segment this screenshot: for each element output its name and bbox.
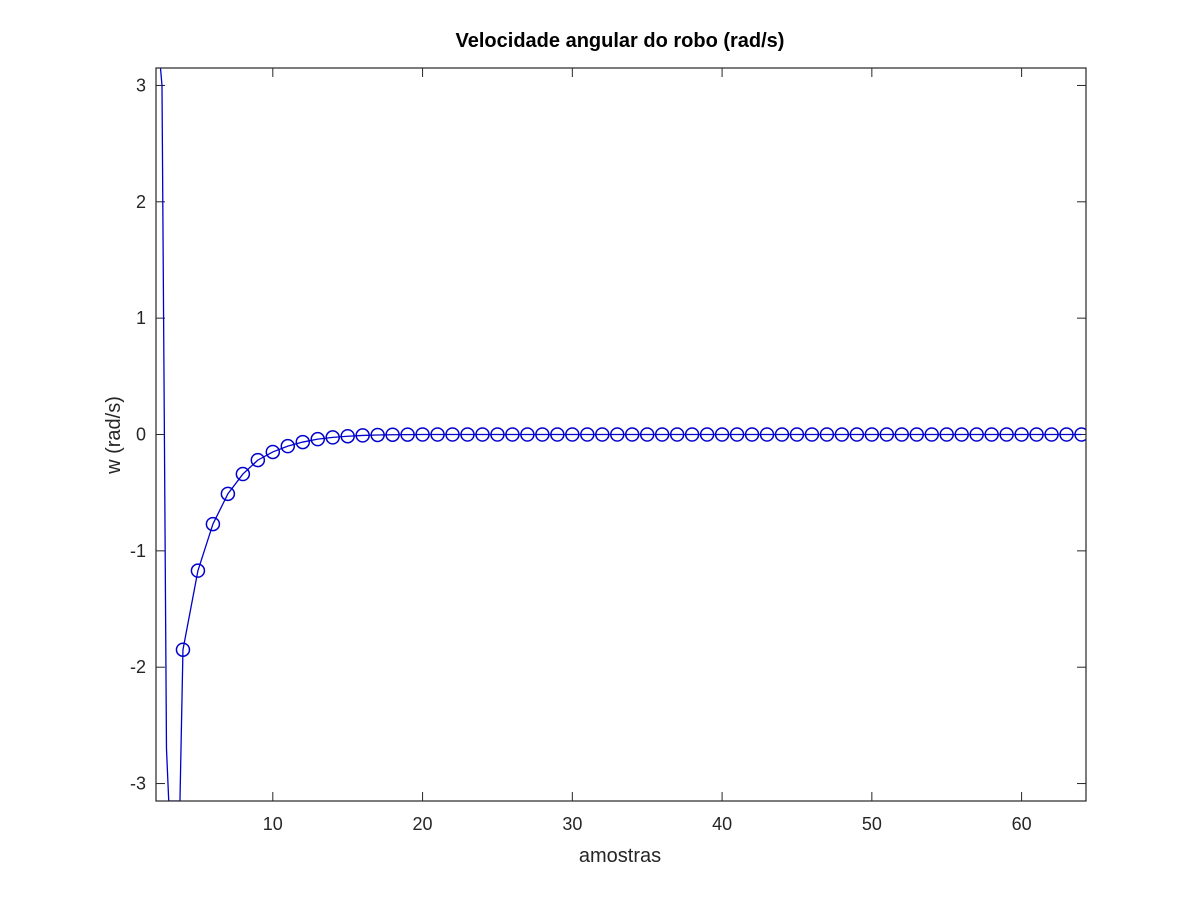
data-point-marker bbox=[610, 427, 625, 442]
data-point-marker bbox=[340, 428, 355, 444]
chart-title: Velocidade angular do robo (rad/s) bbox=[456, 30, 785, 52]
data-point-marker bbox=[535, 427, 550, 442]
data-point-marker bbox=[759, 427, 775, 442]
x-tick-label: 20 bbox=[413, 814, 433, 834]
data-point-marker bbox=[969, 427, 984, 442]
data-point-marker bbox=[849, 427, 865, 442]
data-point-marker bbox=[804, 427, 820, 442]
data-point-marker bbox=[939, 427, 954, 442]
data-point-marker bbox=[400, 427, 415, 442]
data-point-marker bbox=[1074, 427, 1086, 442]
data-point-marker bbox=[265, 444, 281, 460]
data-point-marker bbox=[295, 434, 311, 450]
axes-box bbox=[155, 67, 1087, 802]
data-point-marker bbox=[235, 466, 251, 482]
data-point-marker bbox=[774, 427, 790, 442]
data-point-marker bbox=[205, 516, 221, 532]
data-point-marker bbox=[190, 563, 206, 578]
data-point-marker bbox=[894, 427, 910, 442]
data-point-marker bbox=[744, 427, 760, 442]
y-tick-label: 2 bbox=[136, 192, 146, 212]
data-point-marker bbox=[250, 452, 266, 468]
y-tick-label: -2 bbox=[130, 657, 146, 677]
data-point-marker bbox=[879, 427, 895, 442]
data-point-marker bbox=[819, 427, 835, 442]
data-point-marker bbox=[999, 427, 1014, 442]
x-tick-label: 10 bbox=[263, 814, 283, 834]
y-axis-label: w (rad/s) bbox=[103, 396, 125, 475]
y-tick-label: -3 bbox=[130, 774, 146, 794]
data-point-marker bbox=[984, 427, 999, 442]
x-tick-label: 30 bbox=[562, 814, 582, 834]
data-point-marker bbox=[1014, 427, 1029, 442]
data-point-marker bbox=[1059, 427, 1074, 442]
data-point-marker bbox=[490, 427, 505, 442]
data-point-marker bbox=[729, 427, 745, 442]
data-point-marker bbox=[684, 427, 700, 442]
data-point-marker bbox=[624, 427, 640, 442]
data-point-marker bbox=[355, 428, 370, 443]
x-axis-label: amostras bbox=[579, 845, 661, 867]
data-point-marker bbox=[714, 427, 730, 442]
data-point-marker bbox=[445, 427, 460, 442]
data-point-marker bbox=[789, 427, 805, 442]
data-point-marker bbox=[954, 427, 969, 442]
y-tick-label: 1 bbox=[136, 308, 146, 328]
data-point-marker bbox=[460, 427, 475, 442]
data-point-marker bbox=[220, 486, 236, 502]
data-point-marker bbox=[565, 427, 580, 442]
data-point-marker bbox=[864, 427, 880, 442]
data-point-marker bbox=[505, 427, 520, 442]
data-point-marker bbox=[580, 427, 595, 442]
data-point-marker bbox=[520, 427, 535, 442]
x-tick-label: 60 bbox=[1012, 814, 1032, 834]
y-tick-label: 0 bbox=[136, 425, 146, 445]
data-point-marker bbox=[280, 438, 296, 454]
x-tick-label: 40 bbox=[712, 814, 732, 834]
data-point-marker bbox=[595, 427, 610, 442]
data-point-marker bbox=[1044, 427, 1059, 442]
series-line bbox=[159, 68, 1082, 801]
data-point-marker bbox=[385, 427, 400, 442]
data-point-marker bbox=[430, 427, 445, 442]
y-tick-label: 3 bbox=[136, 75, 146, 95]
data-point-marker bbox=[909, 427, 925, 442]
data-point-marker bbox=[1029, 427, 1044, 442]
data-point-marker bbox=[310, 431, 325, 447]
data-point-marker bbox=[550, 427, 565, 442]
y-tick-label: -1 bbox=[130, 541, 146, 561]
data-point-marker bbox=[475, 427, 490, 442]
data-point-marker bbox=[175, 642, 191, 657]
data-point-marker bbox=[834, 427, 850, 442]
plot-area: 10 20 30 40 50 60 -3 -2 -1 0 1 2 3 bbox=[130, 67, 1087, 834]
data-point-marker bbox=[669, 427, 685, 442]
data-point-marker bbox=[639, 427, 655, 442]
data-point-marker bbox=[699, 427, 715, 442]
data-point-marker bbox=[370, 427, 385, 443]
data-point-marker bbox=[654, 427, 670, 442]
data-point-marker bbox=[415, 427, 430, 442]
data-point-marker bbox=[325, 430, 340, 445]
data-point-marker bbox=[924, 427, 939, 442]
x-tick-label: 50 bbox=[862, 814, 882, 834]
